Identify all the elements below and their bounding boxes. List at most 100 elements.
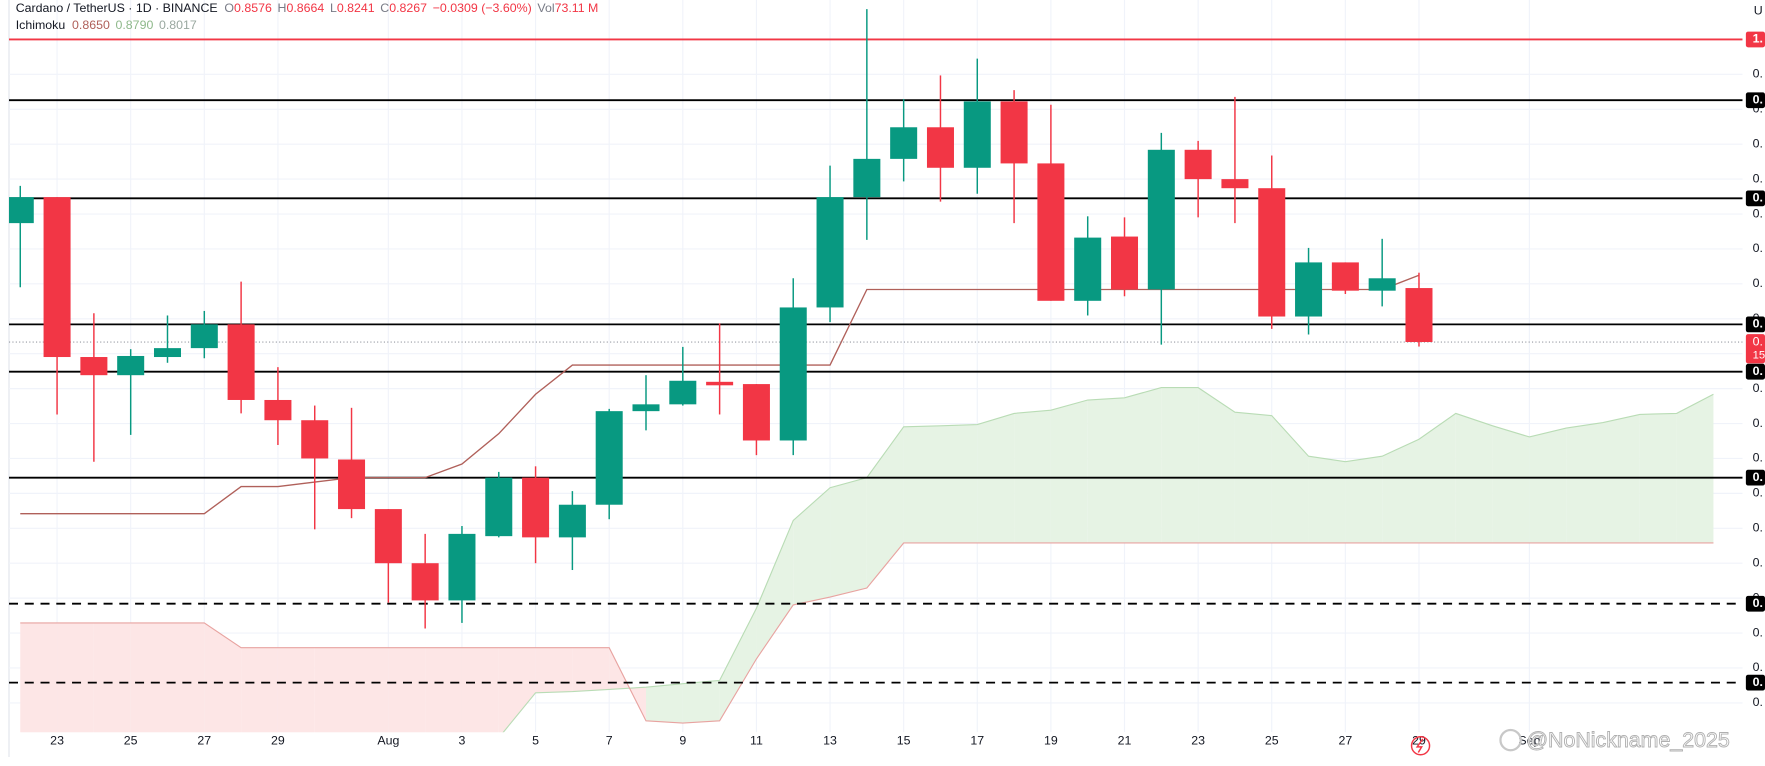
candle-body: [411, 563, 439, 601]
level-label-box: [1745, 469, 1765, 486]
level-label-box: [1745, 31, 1765, 48]
y-tick-label: 0.: [1753, 171, 1763, 185]
cloud-segment: [1492, 425, 1530, 543]
indicator-value: 0.8650: [72, 18, 110, 32]
level-label: 0.: [1753, 92, 1763, 106]
cloud-segment: [535, 647, 573, 693]
candle-body: [816, 197, 844, 308]
y-tick-label: 0.: [1753, 555, 1763, 569]
cloud-segment: [57, 622, 94, 733]
cloud-segment: [793, 487, 831, 605]
cloud-segment: [425, 647, 462, 733]
x-tick-label: Sep: [1518, 733, 1540, 747]
cloud-segment: [314, 647, 352, 733]
candle-body: [1000, 101, 1028, 164]
x-tick-label: 27: [197, 733, 211, 747]
cloud-segment: [130, 622, 168, 733]
x-tick-label: 3: [459, 733, 466, 747]
candle-body: [890, 127, 918, 159]
candle-body: [301, 420, 329, 459]
vol-value: 73.11 M: [555, 1, 599, 15]
candle-body: [595, 411, 623, 505]
legend-line: Cardano / TetherUS · 1D · BINANCE O0.8576…: [16, 1, 599, 15]
level-label: 0.: [1753, 675, 1763, 689]
y-tick-label: 0.: [1753, 660, 1763, 674]
cloud-segment: [277, 647, 315, 733]
candle-body: [1147, 149, 1175, 290]
l-label: L: [330, 1, 337, 15]
plot: [9, 0, 1743, 733]
y-tick-label: 0.: [1753, 416, 1763, 430]
candle-body: [338, 459, 366, 510]
cloud-segment: [388, 647, 426, 733]
y-tick-label: 0.: [1753, 521, 1763, 535]
vol-label: Vol: [537, 1, 554, 15]
candle-body: [264, 399, 292, 421]
candle-body: [1074, 237, 1102, 301]
price-label: 0.: [1753, 334, 1763, 348]
cloud-segment: [1382, 439, 1419, 543]
cloud-segment: [830, 477, 867, 598]
candle-body: [522, 477, 550, 538]
candle-body: [779, 307, 807, 441]
y-tick-label: 0.: [1753, 625, 1763, 639]
x-tick-label: 25: [1265, 733, 1279, 747]
y-tick-label: 0.: [1753, 136, 1763, 150]
y-tick-label: 0.: [1753, 206, 1763, 220]
indicator-line: Ichimoku 0.8650 0.8790 0.8017: [16, 18, 197, 32]
cloud-segment: [903, 425, 941, 543]
level-label-box: [1745, 190, 1765, 207]
cloud-segment: [20, 622, 58, 733]
c-label: C: [380, 1, 389, 15]
l-value: 0.8241: [337, 1, 375, 15]
cloud-segment: [1050, 399, 1088, 543]
candle-body: [117, 355, 145, 376]
candle-body: [1405, 288, 1433, 343]
y-tick-label: 0.: [1753, 241, 1763, 255]
cloud-segment: [461, 647, 499, 733]
change: −0.0309 (−3.60%): [433, 1, 532, 15]
candle-body: [632, 404, 660, 412]
candle-body: [742, 384, 770, 441]
cloud-segment: [1161, 387, 1199, 543]
cloud-segment: [682, 680, 720, 724]
candle-body: [558, 504, 586, 538]
watermark: @NoNickname_2025: [1499, 727, 1730, 752]
candle-body: [1221, 179, 1249, 189]
cloud-segment: [93, 622, 131, 733]
candle-body: [669, 380, 697, 405]
span-b-line: [20, 542, 1714, 724]
candle-body: [1111, 236, 1139, 290]
level-label: 0.: [1753, 191, 1763, 205]
level-label: 0.: [1753, 364, 1763, 378]
level-label: 0.: [1753, 317, 1763, 331]
cloud-segment: [241, 647, 278, 733]
candle-body: [80, 357, 108, 376]
replay-icon[interactable]: [1410, 735, 1431, 756]
price-label-box: [1745, 334, 1765, 364]
x-tick-label: 23: [1191, 733, 1205, 747]
candle-body: [190, 324, 218, 349]
level-label-box: [1745, 674, 1765, 691]
cloud-segment: [1308, 456, 1346, 543]
x-tick-label: 21: [1118, 733, 1132, 747]
cloud-segment: [572, 647, 610, 692]
y-tick-label: 0.: [1753, 695, 1763, 709]
x-tick-label: 7: [606, 733, 613, 747]
cloud-segment: [351, 647, 389, 733]
cloud-segment: [1345, 456, 1383, 543]
candle-body: [1295, 262, 1323, 317]
cloud-segment: [1198, 387, 1235, 543]
candle-body: [926, 127, 954, 168]
cloud-segment: [1014, 410, 1051, 543]
cloud-segment: [1124, 387, 1162, 543]
candle-body: [1331, 262, 1359, 291]
x-tick-label: Aug: [377, 733, 399, 747]
y-tick-label: 0.: [1753, 451, 1763, 465]
o-label: O: [224, 1, 234, 15]
watermark-text: @NoNickname_2025: [1526, 728, 1729, 752]
cloud-segment: [646, 683, 683, 724]
